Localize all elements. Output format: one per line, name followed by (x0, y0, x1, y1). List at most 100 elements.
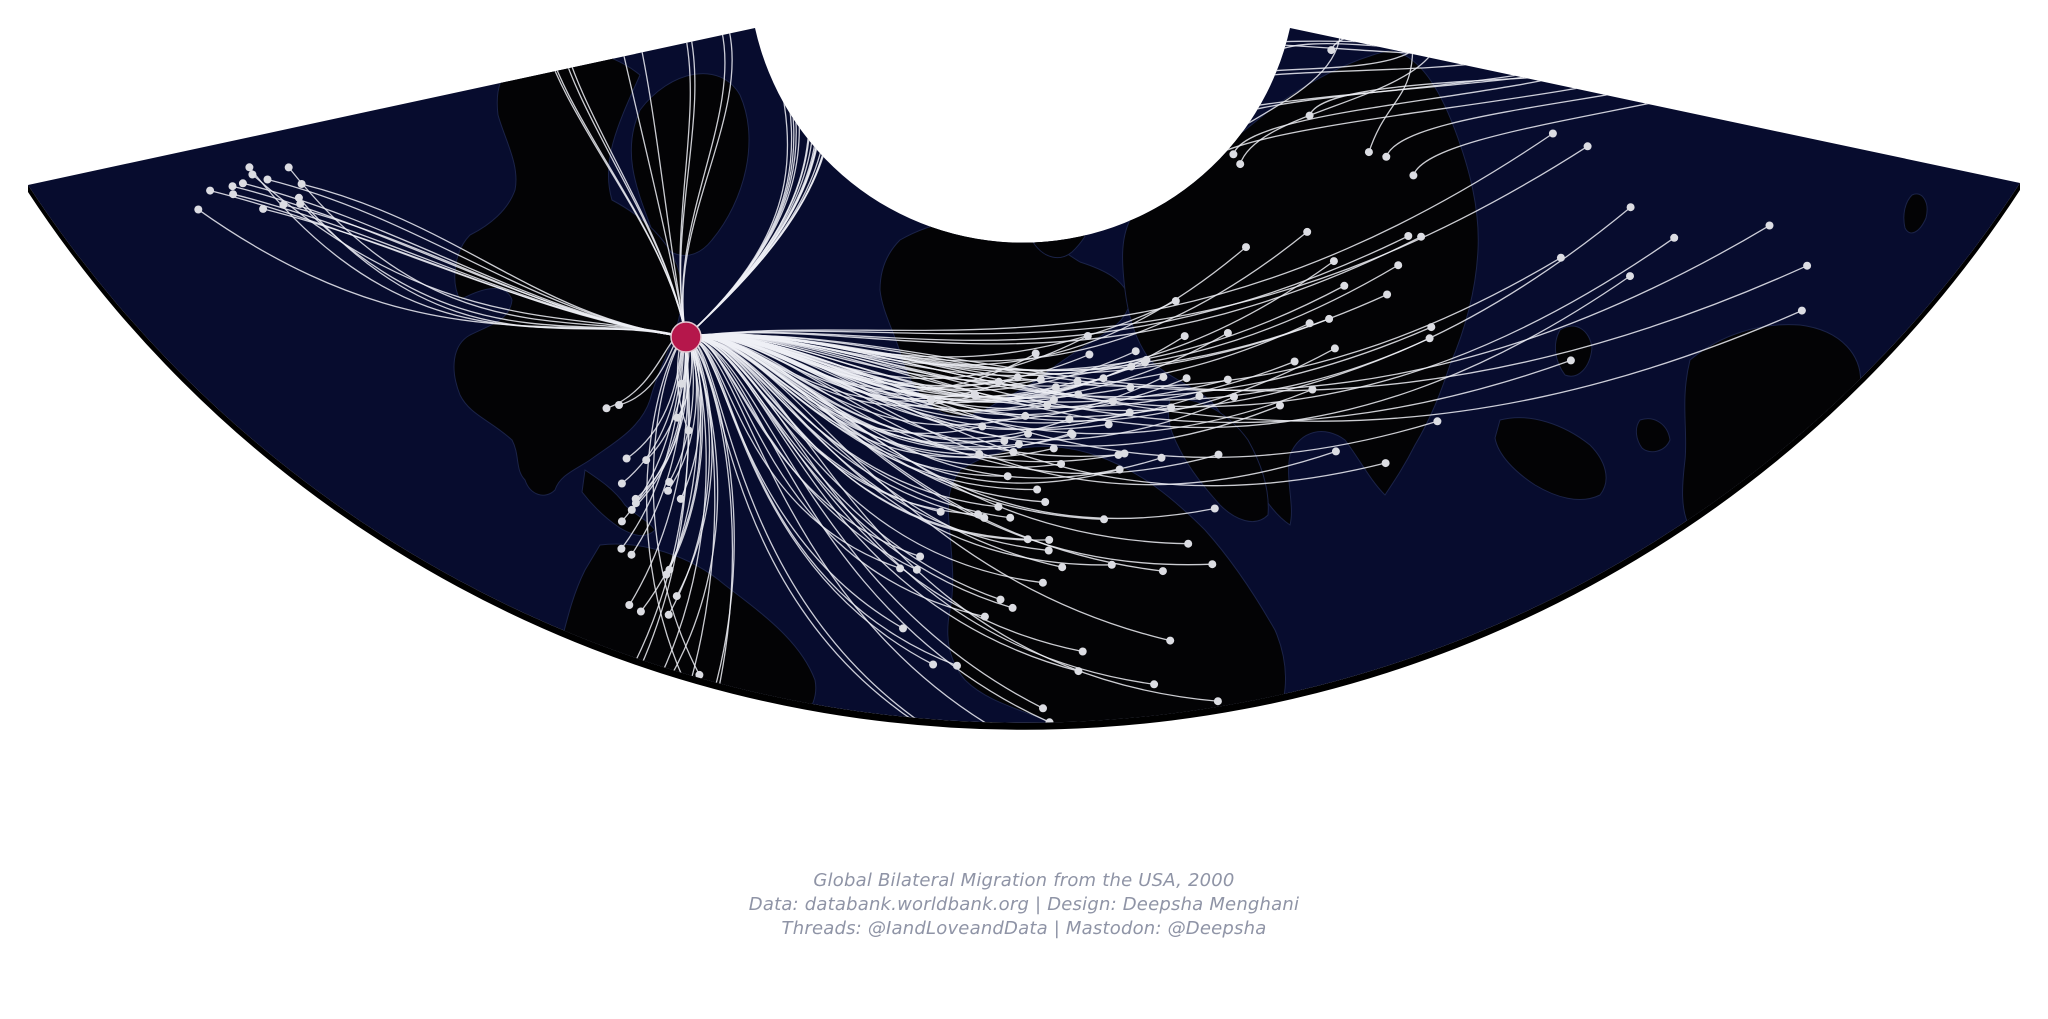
destination-dot (1000, 437, 1009, 445)
migration-flow-line (685, 132, 1554, 338)
data-source-credit: Data: databank.worldbank.org | Design: D… (748, 894, 1300, 915)
destination-dot (953, 661, 961, 670)
social-credit: Threads: @IandLoveandData | Mastodon: @D… (781, 918, 1267, 939)
destination-dot (1039, 704, 1047, 713)
destination-dot (617, 517, 626, 526)
landmass-central-america (581, 469, 656, 537)
destination-dot (978, 422, 987, 431)
destination-dot (588, 729, 596, 737)
migration-flow-line (685, 336, 1044, 709)
migration-flow-line (685, 335, 1070, 440)
destination-dot (1114, 450, 1123, 459)
destination-dot (1325, 314, 1334, 323)
destination-dot (1167, 403, 1176, 412)
destination-dot (627, 550, 636, 559)
destination-dot (1548, 129, 1557, 138)
destination-dot (1009, 448, 1018, 456)
landmass-island-chain (1635, 418, 1671, 453)
destination-dot (228, 182, 237, 191)
destination-dot (1195, 392, 1204, 401)
destination-dot (1180, 332, 1189, 341)
destination-dot (1104, 420, 1113, 429)
destination-dot (695, 670, 704, 679)
destination-dot (1194, 165, 1203, 174)
destination-dot (662, 570, 671, 579)
landmass-maritime-se-asia (1494, 417, 1607, 501)
destination-dot (1797, 306, 1806, 315)
migration-flow-line (685, 336, 904, 629)
destination-dot (676, 494, 685, 503)
destination-dot (1765, 221, 1774, 230)
landmass-madagascar (1302, 739, 1327, 788)
migration-flow-line (685, 335, 1072, 451)
destination-dot (664, 486, 672, 495)
destination-dot (1670, 233, 1679, 242)
migration-flow-line (636, 29, 687, 338)
destination-dot (1214, 450, 1223, 459)
destination-dot (245, 163, 254, 172)
destination-dot (1178, 178, 1187, 187)
destination-dot (1021, 411, 1030, 420)
destination-dot (1208, 560, 1217, 569)
destination-dot (1166, 636, 1175, 645)
destination-dot (673, 413, 682, 422)
destination-dot (1160, 134, 1169, 143)
destination-dot (1626, 272, 1634, 281)
destination-dot (936, 507, 945, 516)
destination-dot (238, 179, 247, 188)
destination-dot (664, 610, 673, 619)
destination-dot (1417, 232, 1426, 241)
migration-flow-line (681, 29, 726, 338)
destination-dot (1308, 385, 1317, 394)
destination-dot (980, 612, 989, 621)
destination-dot (1142, 355, 1151, 364)
destination-dot (1340, 281, 1349, 290)
migration-flow-line (685, 335, 1336, 422)
migration-flow-line (685, 336, 1050, 723)
migration-flow-line (685, 237, 1675, 408)
destination-dot (1031, 349, 1040, 358)
destination-dot (1045, 535, 1054, 544)
destination-dot (248, 170, 257, 179)
destination-dot (1425, 334, 1434, 343)
migration-flow-line (685, 236, 1422, 345)
origin-marker-usa (670, 321, 702, 353)
destination-dot (1404, 232, 1413, 240)
destination-dot (1556, 253, 1565, 262)
destination-dot (1013, 373, 1022, 382)
destination-dot (1305, 111, 1314, 120)
destination-dot (1045, 718, 1054, 723)
map-title: Global Bilateral Migration from the USA,… (813, 870, 1235, 891)
migration-flow-line (679, 29, 691, 338)
destination-dot (294, 193, 303, 202)
destination-dot (1382, 152, 1391, 161)
destination-dot (974, 510, 982, 519)
migration-flow-line (685, 336, 958, 667)
landmass-new-zealand (1903, 193, 1928, 234)
destination-dot (617, 544, 626, 553)
migration-flow-line (685, 335, 1054, 459)
migration-flow-line (685, 336, 922, 723)
destination-dot (1583, 142, 1592, 151)
destination-dot (916, 552, 925, 561)
destination-dot (1024, 429, 1033, 438)
destination-dot (1006, 513, 1015, 522)
destination-dot (684, 426, 693, 435)
destination-dot (1331, 447, 1340, 456)
destination-dot (627, 505, 636, 514)
destination-dot (1108, 397, 1117, 406)
destination-dot (1427, 323, 1436, 332)
destination-dot (1223, 329, 1232, 337)
destination-dot (1383, 290, 1392, 299)
destination-dot (1023, 535, 1032, 544)
destination-dot (1058, 563, 1067, 572)
destination-dot (929, 660, 938, 669)
destination-dot (1008, 603, 1017, 612)
destination-dot (1305, 319, 1314, 328)
destination-dot (627, 732, 635, 740)
migration-flow-line (197, 209, 687, 338)
destination-dot (259, 204, 268, 213)
destination-dot (1381, 459, 1390, 468)
migration-flow-line (685, 257, 1562, 388)
